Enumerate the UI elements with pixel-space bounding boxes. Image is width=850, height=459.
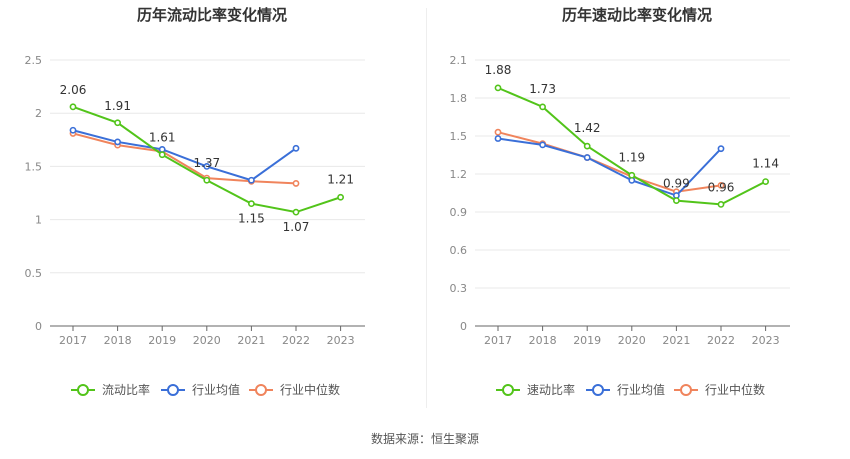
data-label: 1.07 xyxy=(283,220,310,234)
current-ratio-chart-panel: 历年流动比率变化情况 0 0.5 1 1.5 2 2.5 2017 2018 2019 2020 20… xyxy=(0,0,425,420)
y-tick-label: 0.6 xyxy=(450,244,468,257)
data-point-company xyxy=(494,84,502,92)
legend-marker-icon xyxy=(255,384,267,396)
data-point-median xyxy=(292,180,300,187)
data-point-avg xyxy=(114,138,121,146)
data-point-avg xyxy=(717,145,725,153)
x-tick-label: 2018 xyxy=(104,334,132,347)
data-point-company xyxy=(539,103,546,111)
data-label: 1.88 xyxy=(485,63,512,77)
data-point-avg xyxy=(158,145,166,153)
legend-label: 行业均值 xyxy=(192,382,240,397)
legend-marker-icon xyxy=(680,384,692,396)
y-tick-label: 2.1 xyxy=(450,54,468,67)
legend-item-median[interactable]: 行业中位数 xyxy=(249,382,340,397)
data-point-company xyxy=(628,171,636,179)
quick-ratio-chart: 历年速动比率变化情况 0 0.3 0.6 0.9 1.2 1.5 1.8 2.1 2017 2018… xyxy=(450,6,790,397)
data-label: 1.15 xyxy=(238,212,265,226)
x-tick-label: 2022 xyxy=(707,334,735,347)
data-point-company xyxy=(203,176,211,184)
series-line-avg xyxy=(72,129,297,182)
legend-label: 速动比率 xyxy=(527,382,575,397)
y-tick-label: 1.5 xyxy=(450,130,468,143)
data-point-company xyxy=(158,151,166,159)
x-tick-label: 2021 xyxy=(237,334,265,347)
legend-marker-icon xyxy=(592,384,604,396)
data-point-company xyxy=(337,193,344,201)
series-line-median xyxy=(497,131,722,193)
data-point-avg xyxy=(583,154,591,161)
data-point-company xyxy=(114,119,121,127)
x-tick-label: 2018 xyxy=(529,334,557,347)
x-tick-label: 2020 xyxy=(193,334,221,347)
data-point-avg xyxy=(203,162,211,170)
data-point-company xyxy=(292,208,300,216)
data-point-median xyxy=(494,128,502,136)
x-tick-label: 2023 xyxy=(327,334,355,347)
data-point-avg xyxy=(247,176,255,184)
data-label: 1.91 xyxy=(104,99,131,113)
y-tick-label: 1.5 xyxy=(25,160,43,173)
x-tick-label: 2019 xyxy=(148,334,176,347)
y-tick-label: 2.5 xyxy=(25,54,43,67)
data-label: 1.37 xyxy=(193,156,220,170)
data-point-company xyxy=(247,200,255,208)
legend-item-median[interactable]: 行业中位数 xyxy=(674,382,765,397)
y-tick-label: 2 xyxy=(35,107,42,120)
legend-label: 行业中位数 xyxy=(280,382,340,397)
data-label: 2.06 xyxy=(60,83,87,97)
legend-label: 行业均值 xyxy=(617,382,665,397)
data-point-median xyxy=(717,181,725,189)
series-line-median xyxy=(72,132,297,185)
data-label: 0.99 xyxy=(663,177,690,191)
data-label: 1.61 xyxy=(149,131,176,145)
x-tick-label: 2020 xyxy=(618,334,646,347)
data-point-avg xyxy=(494,135,502,142)
legend-marker-icon xyxy=(502,384,514,396)
data-label: 1.21 xyxy=(327,172,354,186)
y-tick-label: 0 xyxy=(460,320,467,333)
x-tick-label: 2019 xyxy=(573,334,601,347)
chart-title: 历年速动比率变化情况 xyxy=(562,6,712,24)
legend-marker-icon xyxy=(167,384,179,396)
current-ratio-chart: 历年流动比率变化情况 0 0.5 1 1.5 2 2.5 2017 2018 2019 2020 20… xyxy=(25,6,365,397)
chart-title: 历年流动比率变化情况 xyxy=(137,6,287,24)
x-tick-label: 2017 xyxy=(484,334,512,347)
data-label: 1.73 xyxy=(529,82,556,96)
data-label: 1.19 xyxy=(618,150,645,164)
x-tick-label: 2017 xyxy=(59,334,87,347)
legend-item-company[interactable]: 速动比率 xyxy=(496,382,575,397)
data-point-company xyxy=(717,200,725,208)
y-tick-label: 0.9 xyxy=(450,206,468,219)
legend-item-avg[interactable]: 行业均值 xyxy=(161,382,240,397)
data-point-company xyxy=(672,197,680,204)
data-point-avg xyxy=(292,144,300,152)
data-point-company xyxy=(69,103,77,111)
data-point-avg xyxy=(539,141,546,149)
x-tick-label: 2022 xyxy=(282,334,310,347)
x-tick-label: 2021 xyxy=(662,334,690,347)
data-point-company xyxy=(583,142,591,150)
y-tick-label: 1 xyxy=(35,214,42,227)
legend-label: 流动比率 xyxy=(102,382,150,397)
legend-label: 行业中位数 xyxy=(705,382,765,397)
legend-item-avg[interactable]: 行业均值 xyxy=(586,382,665,397)
y-tick-label: 1.8 xyxy=(450,92,468,105)
data-source-note: 数据来源：恒生聚源 xyxy=(370,432,479,446)
data-label: 1.42 xyxy=(574,121,601,135)
data-point-avg xyxy=(69,126,77,134)
legend-marker-icon xyxy=(77,384,89,396)
series-line-avg xyxy=(497,137,722,197)
y-tick-label: 1.2 xyxy=(450,168,468,181)
data-point-company xyxy=(762,178,769,185)
data-label: 0.96 xyxy=(708,180,735,194)
y-tick-label: 0 xyxy=(35,320,42,333)
panel-divider xyxy=(426,8,427,408)
data-label: 1.14 xyxy=(752,157,779,171)
quick-ratio-chart-panel: 历年速动比率变化情况 0 0.3 0.6 0.9 1.2 1.5 1.8 2.1 2017 2018… xyxy=(425,0,850,420)
x-tick-label: 2023 xyxy=(752,334,780,347)
legend-item-company[interactable]: 流动比率 xyxy=(71,382,150,397)
y-tick-label: 0.5 xyxy=(25,267,43,280)
y-tick-label: 0.3 xyxy=(450,282,468,295)
